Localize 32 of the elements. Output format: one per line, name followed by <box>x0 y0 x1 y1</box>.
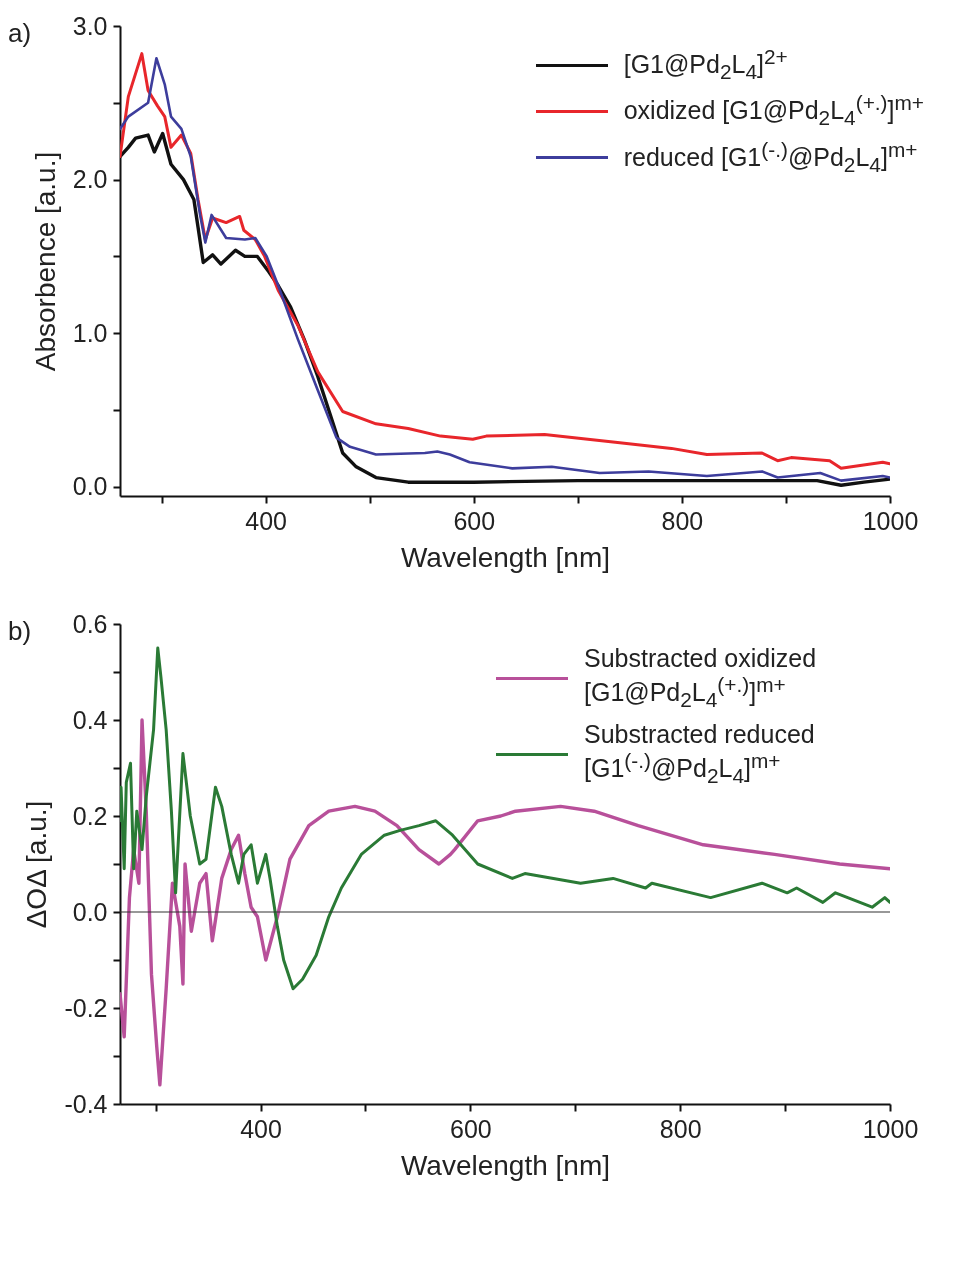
y-tick-label: 0.6 <box>72 609 108 638</box>
x-tick-label: 600 <box>453 506 496 535</box>
text: Substracted reduced [G1$^{(-.)}$@Pd$_{2}$L$_{4}$]$^{m+}$ <box>584 720 815 788</box>
legend-label: Substracted oxidized [G1@Pd$_{2}$L$_{4}$$^{(+.)}$]$^{m+}$ <box>584 643 818 714</box>
text: b) <box>8 616 32 646</box>
x-tick-label: 1000 <box>862 506 919 535</box>
legend-label: oxidized [G1@Pd$_{2}$L$_{4}$$^{(+.)}$]$^{m+}$ <box>623 91 924 132</box>
line-series <box>120 718 890 1087</box>
y-tick-label: 0.0 <box>72 897 108 926</box>
x-tick-label: 1000 <box>862 1114 919 1143</box>
y-tick-label: 1.0 <box>72 318 108 347</box>
line-series <box>120 131 890 487</box>
x-tick-label: 800 <box>659 1114 702 1143</box>
y-tick-label: -0.4 <box>64 1089 108 1118</box>
x-tick-label: 600 <box>450 1114 492 1143</box>
line-series <box>120 646 890 991</box>
y-tick-label: 0.4 <box>72 705 108 734</box>
legend-label: reduced [G1$^{(-.)}$@Pd$_{2}$L$_{4}$]$^{m+}$ <box>623 137 918 178</box>
x-tick-label: 400 <box>240 1114 282 1143</box>
x-axis-title: Wavelength [nm] <box>400 541 611 573</box>
x-tick-label: 800 <box>661 506 704 535</box>
y-tick-label: -0.2 <box>64 993 108 1022</box>
x-axis-title: Wavelength [nm] <box>400 1149 611 1181</box>
y-axis-title: ΔOΔ [a.u.] <box>21 800 53 929</box>
y-tick-label: 3.0 <box>72 11 108 40</box>
y-tick-label: 0.2 <box>72 801 108 830</box>
x-tick-label: 400 <box>245 506 288 535</box>
y-tick-label: 2.0 <box>72 165 108 194</box>
legend-label: [G1@Pd$_{2}$L$_{4}$]$^{2+}$ <box>623 45 788 86</box>
text: a) <box>8 18 32 48</box>
y-axis-title: Absorbence [a.u.] <box>29 151 61 372</box>
y-tick-label: 0.0 <box>72 472 108 501</box>
